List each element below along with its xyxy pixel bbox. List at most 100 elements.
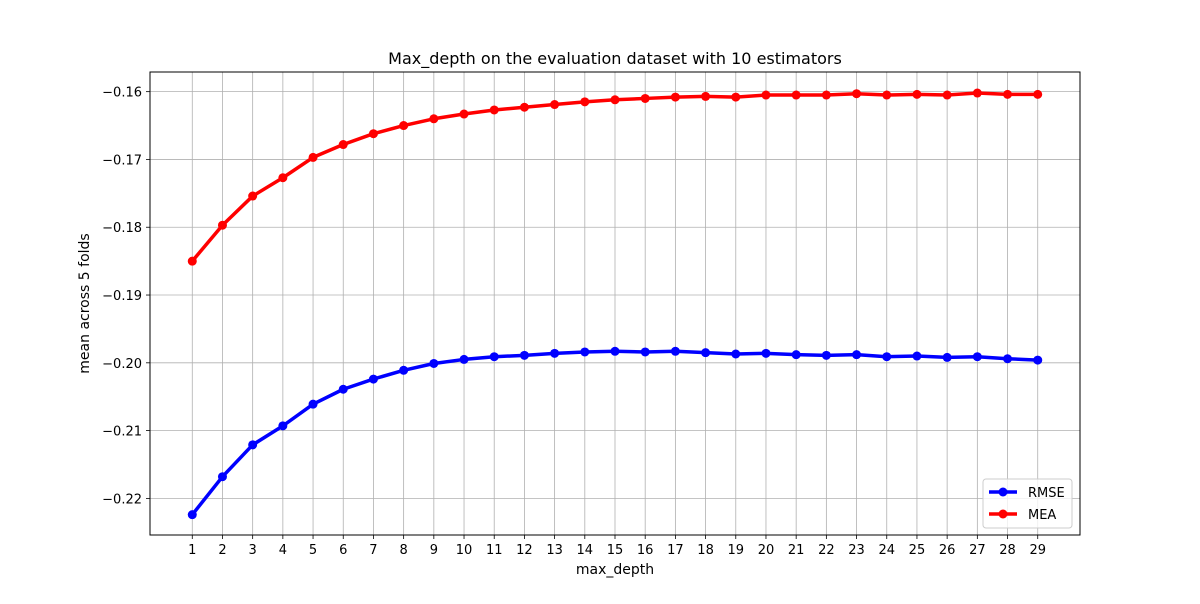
data-point-mea xyxy=(791,90,801,100)
data-point-rmse xyxy=(701,348,711,358)
x-tick-label: 13 xyxy=(546,543,563,558)
legend-marker-rmse xyxy=(998,487,1008,497)
x-tick-label: 18 xyxy=(697,543,714,558)
x-tick-label: 12 xyxy=(516,543,533,558)
data-point-rmse xyxy=(972,352,982,362)
data-point-mea xyxy=(670,92,680,102)
x-tick-label: 6 xyxy=(339,543,347,558)
data-point-rmse xyxy=(761,348,771,358)
series-layer xyxy=(187,88,1043,520)
data-point-rmse xyxy=(1033,355,1043,365)
data-point-rmse xyxy=(519,350,529,360)
data-point-mea xyxy=(972,88,982,98)
data-point-rmse xyxy=(731,349,741,359)
data-point-rmse xyxy=(489,352,499,362)
data-point-mea xyxy=(278,173,288,183)
x-tick-label: 29 xyxy=(1029,543,1046,558)
data-point-mea xyxy=(217,220,227,230)
data-point-rmse xyxy=(308,399,318,409)
x-tick-label: 23 xyxy=(848,543,865,558)
x-tick-label: 22 xyxy=(818,543,835,558)
data-point-rmse xyxy=(187,510,197,520)
y-tick-label: −0.18 xyxy=(102,221,142,236)
data-point-rmse xyxy=(580,347,590,357)
data-point-rmse xyxy=(429,358,439,368)
legend: RMSE MEA xyxy=(982,478,1073,529)
x-tick-label: 17 xyxy=(667,543,684,558)
x-tick-label: 27 xyxy=(969,543,986,558)
y-tick-label: −0.22 xyxy=(102,492,142,507)
grid xyxy=(150,72,1080,535)
data-point-rmse xyxy=(640,347,650,357)
data-point-rmse xyxy=(368,374,378,384)
data-point-mea xyxy=(701,91,711,101)
x-axis-ticks: 1 2 3 4 5 6 7 8 9 10 11 12 13 14 15 16 17 18 19 20 21 22 23 24 2… xyxy=(188,535,1046,558)
data-point-rmse xyxy=(399,365,409,375)
data-point-rmse xyxy=(670,346,680,356)
x-tick-label: 19 xyxy=(728,543,745,558)
series-rmse xyxy=(187,346,1043,520)
y-axis-ticks: −0.22 −0.21 −0.20 −0.19 −0.18 −0.17 −0.16 xyxy=(102,86,150,507)
x-tick-label: 3 xyxy=(249,543,257,558)
data-point-mea xyxy=(882,90,892,100)
y-tick-label: −0.20 xyxy=(102,357,142,372)
data-point-rmse xyxy=(1003,354,1013,364)
data-point-mea xyxy=(459,109,469,119)
data-point-rmse xyxy=(248,440,258,450)
x-tick-label: 11 xyxy=(486,543,503,558)
legend-label-rmse: RMSE xyxy=(1028,486,1065,501)
data-point-mea xyxy=(429,114,439,124)
x-tick-label: 8 xyxy=(399,543,407,558)
data-point-mea xyxy=(1033,89,1043,99)
x-tick-label: 24 xyxy=(878,543,895,558)
y-tick-label: −0.16 xyxy=(102,86,142,101)
data-point-rmse xyxy=(278,421,288,431)
x-tick-label: 9 xyxy=(430,543,438,558)
x-tick-label: 16 xyxy=(637,543,654,558)
y-tick-label: −0.21 xyxy=(102,425,142,440)
data-point-mea xyxy=(580,97,590,107)
x-tick-label: 25 xyxy=(909,543,926,558)
data-point-mea xyxy=(519,102,529,112)
data-point-rmse xyxy=(882,352,892,362)
data-point-mea xyxy=(942,90,952,100)
data-point-rmse xyxy=(791,350,801,360)
x-tick-label: 21 xyxy=(788,543,805,558)
data-point-mea xyxy=(338,140,348,150)
chart-title: Max_depth on the evaluation dataset with… xyxy=(388,49,842,69)
x-tick-label: 4 xyxy=(279,543,287,558)
x-tick-label: 26 xyxy=(939,543,956,558)
data-point-mea xyxy=(1003,89,1013,99)
data-point-mea xyxy=(550,100,560,110)
y-tick-label: −0.19 xyxy=(102,289,142,304)
x-tick-label: 7 xyxy=(369,543,377,558)
x-tick-label: 28 xyxy=(999,543,1016,558)
data-point-mea xyxy=(640,93,650,103)
x-tick-label: 10 xyxy=(456,543,473,558)
data-point-rmse xyxy=(912,351,922,361)
data-point-mea xyxy=(187,256,197,266)
data-point-mea xyxy=(489,105,499,115)
data-point-mea xyxy=(399,121,409,131)
data-point-rmse xyxy=(942,352,952,362)
data-point-mea xyxy=(610,95,620,105)
x-tick-label: 2 xyxy=(218,543,226,558)
x-tick-label: 5 xyxy=(309,543,317,558)
legend-marker-mea xyxy=(998,509,1008,519)
data-point-rmse xyxy=(610,346,620,356)
y-axis-label: mean across 5 folds xyxy=(77,233,93,373)
x-tick-label: 1 xyxy=(188,543,196,558)
x-axis-label: max_depth xyxy=(576,562,654,578)
x-tick-label: 14 xyxy=(577,543,594,558)
series-mea xyxy=(187,88,1043,266)
data-point-mea xyxy=(761,90,771,100)
data-point-mea xyxy=(368,129,378,139)
data-point-mea xyxy=(852,89,862,99)
data-point-rmse xyxy=(550,348,560,358)
data-point-mea xyxy=(912,89,922,99)
data-point-rmse xyxy=(821,350,831,360)
data-point-rmse xyxy=(459,354,469,364)
x-tick-label: 15 xyxy=(607,543,624,558)
